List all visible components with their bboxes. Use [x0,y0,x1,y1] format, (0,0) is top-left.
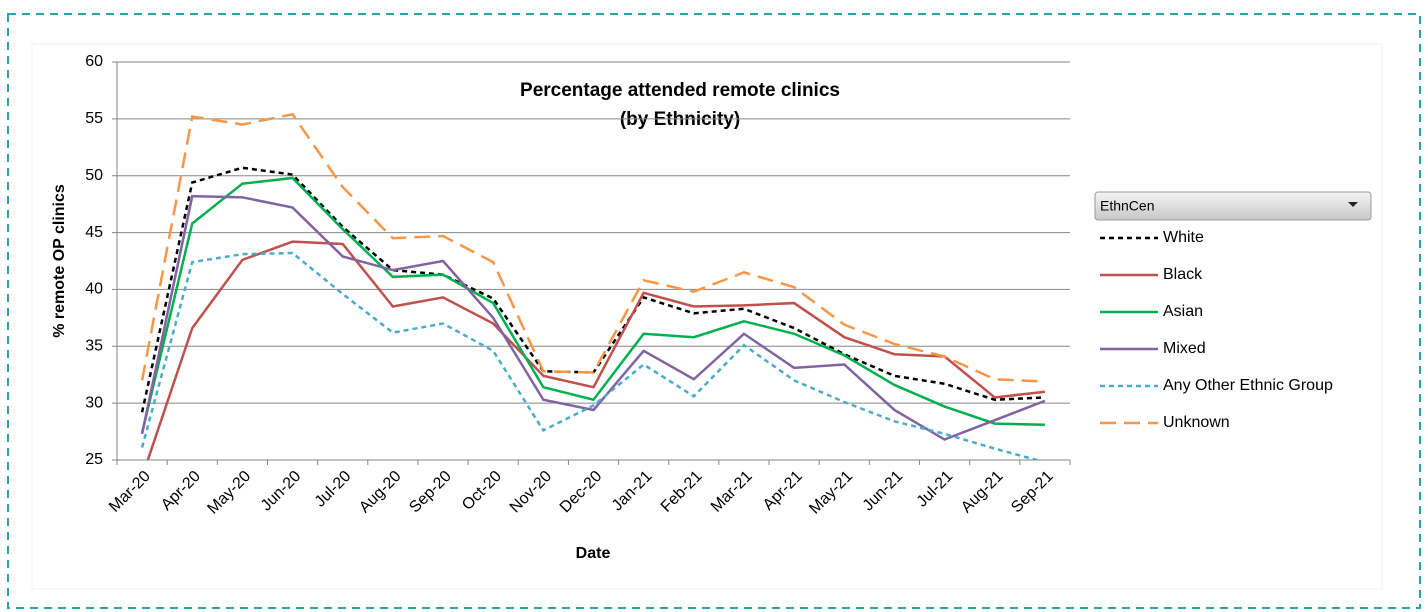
y-tick-label: 30 [85,394,103,411]
chart-title: Percentage attended remote clinics [520,80,840,101]
legend-filter[interactable] [1094,191,1372,221]
legend-label: White [1163,229,1204,246]
y-tick-label: 50 [85,167,103,184]
y-tick-label: 45 [85,224,103,241]
series-line [146,240,1046,460]
legend-title: EthnCen [1100,198,1154,214]
x-axis-title: Date [576,545,611,562]
dropdown-arrow[interactable] [1348,202,1358,207]
y-tick-label: 55 [85,110,103,127]
chart-subtitle: (by Ethnicity) [620,109,740,130]
plot-area [140,112,1046,460]
chart-area [31,43,1383,590]
y-axis-title: % remote OP clinics [51,184,68,338]
series-line [140,194,1046,441]
legend-label: Unknown [1163,414,1230,431]
legend-label: Mixed [1163,340,1206,357]
y-tick-label: 25 [85,451,103,468]
frame [7,13,1421,609]
legend-label: Any Other Ethnic Group [1163,377,1333,394]
legend-label: Black [1163,266,1203,283]
y-tick-label: 40 [85,281,103,298]
legend-label: Asian [1163,303,1203,320]
y-tick-label: 60 [85,53,103,70]
series-line [140,251,1042,460]
series-line [140,112,1045,383]
series-line [140,176,1045,434]
y-tick-label: 35 [85,338,103,355]
